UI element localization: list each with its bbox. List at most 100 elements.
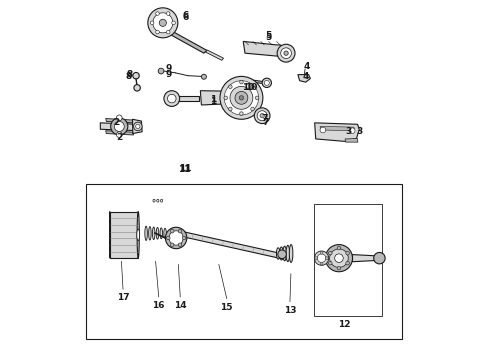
Circle shape: [325, 244, 352, 272]
Ellipse shape: [157, 199, 159, 202]
Ellipse shape: [145, 226, 147, 240]
Circle shape: [156, 12, 159, 15]
Text: 11: 11: [179, 164, 191, 173]
Text: 4: 4: [303, 62, 310, 71]
Circle shape: [260, 113, 264, 118]
Ellipse shape: [137, 229, 140, 240]
Circle shape: [240, 80, 243, 84]
Text: 12: 12: [339, 320, 351, 329]
Circle shape: [224, 81, 259, 115]
Text: 11: 11: [178, 166, 191, 175]
Circle shape: [284, 51, 288, 55]
Text: 4: 4: [302, 72, 309, 81]
Text: 8: 8: [127, 70, 133, 79]
Circle shape: [235, 91, 248, 104]
Polygon shape: [243, 41, 284, 57]
Polygon shape: [320, 126, 355, 131]
Text: 9: 9: [165, 64, 172, 73]
Text: 1: 1: [210, 97, 216, 106]
Circle shape: [251, 85, 254, 89]
Text: 2: 2: [113, 118, 120, 127]
Circle shape: [178, 243, 182, 247]
Circle shape: [254, 108, 270, 123]
Text: 14: 14: [174, 301, 187, 310]
Ellipse shape: [152, 227, 155, 240]
Circle shape: [178, 229, 182, 233]
Circle shape: [148, 8, 178, 38]
Ellipse shape: [276, 248, 280, 259]
Text: 7: 7: [262, 114, 268, 123]
Circle shape: [220, 76, 263, 119]
Ellipse shape: [160, 228, 163, 239]
Circle shape: [158, 68, 164, 74]
Ellipse shape: [164, 228, 166, 238]
Ellipse shape: [289, 244, 293, 262]
Ellipse shape: [148, 226, 151, 240]
Circle shape: [337, 266, 341, 270]
Polygon shape: [200, 91, 243, 105]
Circle shape: [167, 236, 170, 240]
Circle shape: [167, 30, 170, 34]
Circle shape: [114, 121, 124, 131]
Text: 13: 13: [284, 306, 296, 315]
Polygon shape: [206, 50, 223, 60]
Circle shape: [169, 231, 183, 245]
Circle shape: [264, 80, 270, 85]
Circle shape: [150, 21, 154, 24]
Polygon shape: [132, 119, 142, 134]
Text: 8: 8: [126, 72, 132, 81]
Circle shape: [134, 122, 142, 131]
Circle shape: [228, 107, 232, 111]
Circle shape: [257, 111, 267, 121]
Circle shape: [335, 254, 343, 262]
Polygon shape: [315, 123, 359, 141]
Circle shape: [317, 254, 326, 262]
Text: 3: 3: [356, 127, 363, 136]
Circle shape: [228, 85, 232, 89]
Circle shape: [136, 124, 140, 129]
Polygon shape: [110, 212, 138, 258]
Ellipse shape: [283, 246, 287, 261]
Circle shape: [171, 243, 174, 247]
Circle shape: [167, 12, 170, 15]
Circle shape: [325, 257, 328, 260]
Circle shape: [159, 19, 167, 26]
Circle shape: [346, 251, 349, 255]
Circle shape: [328, 261, 332, 265]
Polygon shape: [298, 75, 310, 82]
Circle shape: [111, 118, 128, 135]
Circle shape: [117, 132, 122, 138]
Circle shape: [240, 112, 243, 115]
Circle shape: [156, 30, 159, 34]
Circle shape: [164, 91, 180, 107]
Circle shape: [315, 257, 318, 260]
Ellipse shape: [156, 228, 159, 239]
Circle shape: [281, 48, 292, 59]
Circle shape: [224, 96, 227, 100]
Circle shape: [171, 229, 174, 233]
Circle shape: [172, 21, 175, 24]
Circle shape: [330, 249, 348, 267]
Circle shape: [255, 96, 259, 100]
Circle shape: [315, 251, 329, 265]
Polygon shape: [106, 118, 134, 123]
Circle shape: [262, 78, 271, 87]
Polygon shape: [352, 255, 379, 262]
Text: 10: 10: [243, 83, 255, 92]
Circle shape: [117, 115, 122, 121]
Polygon shape: [167, 30, 207, 53]
Text: 3: 3: [345, 127, 352, 136]
Text: 15: 15: [220, 303, 233, 312]
Polygon shape: [106, 131, 134, 135]
Circle shape: [346, 261, 349, 265]
Text: 5: 5: [265, 31, 271, 40]
Ellipse shape: [153, 199, 155, 202]
Polygon shape: [100, 123, 139, 131]
Polygon shape: [242, 78, 266, 84]
Ellipse shape: [161, 199, 163, 202]
Circle shape: [239, 96, 244, 100]
Circle shape: [337, 246, 341, 250]
Circle shape: [133, 72, 139, 79]
Text: 10: 10: [245, 83, 258, 92]
Text: 6: 6: [183, 13, 189, 22]
